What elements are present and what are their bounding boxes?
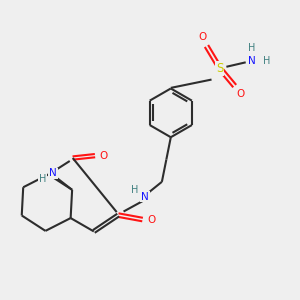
Text: O: O — [198, 32, 206, 42]
Text: N: N — [49, 169, 57, 178]
Text: N: N — [141, 192, 149, 202]
Text: O: O — [236, 88, 245, 98]
Text: H: H — [39, 174, 46, 184]
Text: H: H — [263, 56, 270, 66]
Text: O: O — [147, 214, 156, 224]
Text: O: O — [100, 151, 108, 160]
Text: H: H — [130, 185, 138, 195]
Text: S: S — [216, 62, 224, 75]
Text: H: H — [248, 43, 255, 53]
Text: N: N — [248, 56, 256, 66]
